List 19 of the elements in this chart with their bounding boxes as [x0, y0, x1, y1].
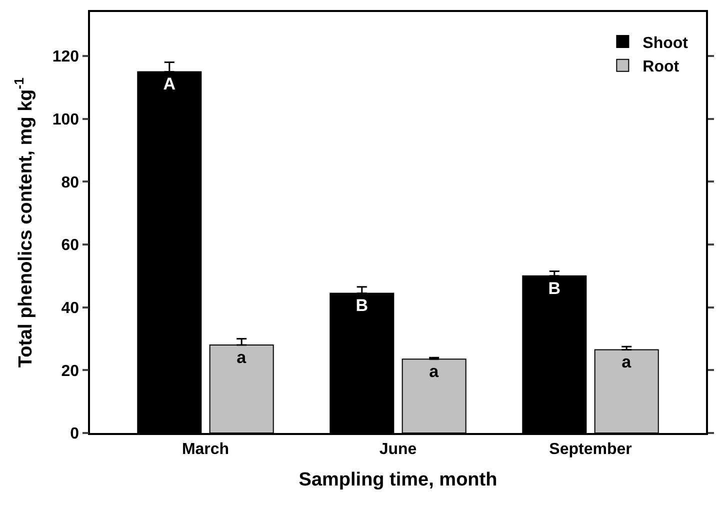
y-tick-label: 60: [61, 237, 80, 254]
legend-label: Root: [642, 58, 680, 76]
data-label: a: [622, 352, 632, 372]
legend-label: Shoot: [642, 34, 689, 52]
y-tick-label: 100: [52, 111, 80, 128]
y-tick-label: 20: [61, 362, 80, 380]
data-label: a: [236, 348, 247, 368]
data-label: B: [356, 296, 368, 316]
data-label: A: [163, 74, 176, 94]
data-label: a: [429, 362, 440, 382]
x-axis-title: Sampling time, month: [298, 469, 498, 490]
x-tick-label: June: [379, 440, 417, 458]
x-tick-label: September: [549, 440, 632, 458]
x-tick-label: March: [182, 440, 230, 458]
y-tick-label: 0: [70, 426, 80, 443]
data-label: B: [548, 278, 561, 298]
y-tick-label: 120: [52, 48, 80, 66]
y-tick-label: 40: [61, 300, 80, 317]
y-tick-label: 80: [61, 174, 80, 192]
